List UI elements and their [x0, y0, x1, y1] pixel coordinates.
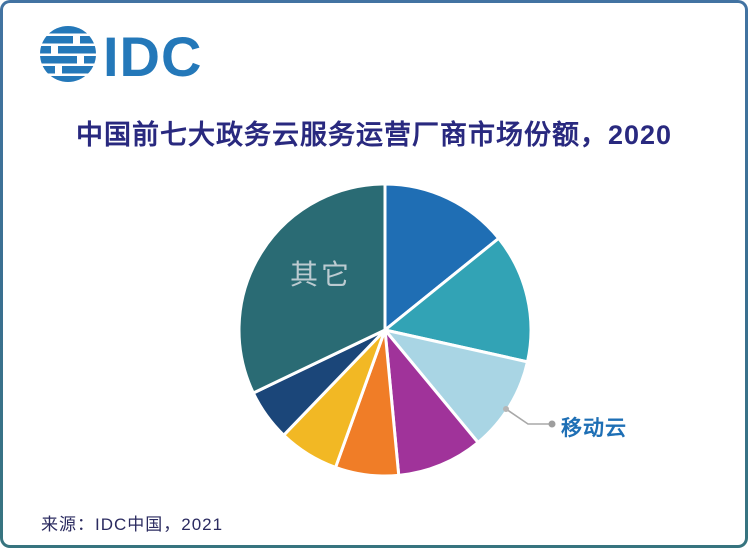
- pie-slice-2: [383, 328, 529, 444]
- pie-slice-1: [383, 236, 533, 364]
- slice-label-others: 其它: [289, 259, 353, 290]
- pie-slice-3: [383, 328, 480, 477]
- leader-dot-end: [548, 420, 556, 428]
- idc-globe-icon: [40, 26, 96, 82]
- pie-slice-7: [237, 182, 387, 395]
- idc-logo: IDC: [40, 25, 202, 85]
- card: IDC 中国前七大政务云服务运营厂商市场份额，2020 其它 移动云 来源：ID…: [3, 3, 745, 545]
- callout-leader-line: [503, 406, 556, 428]
- idc-logo-text: IDC: [103, 25, 202, 85]
- chart-title: 中国前七大政务云服务运营厂商市场份额，2020: [75, 120, 673, 150]
- pie-chart: [237, 182, 556, 478]
- leader-dot-start: [503, 406, 509, 412]
- source-note: 来源：IDC中国，2021: [41, 515, 224, 534]
- pie-slice-0: [383, 182, 501, 332]
- slice-label-mobile-cloud: 移动云: [561, 417, 627, 440]
